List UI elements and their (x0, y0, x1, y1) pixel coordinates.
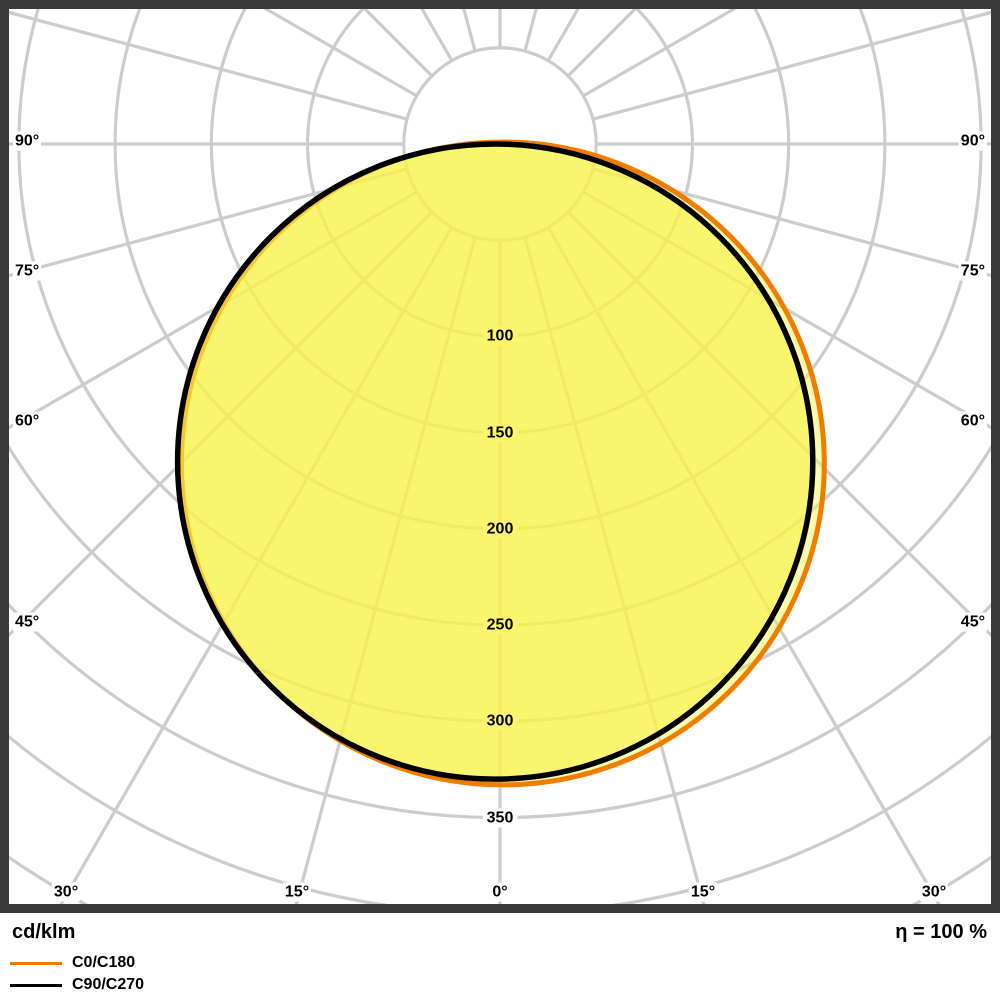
radial-tick-label-300: 300 (482, 711, 518, 731)
polar-chart-svg (0, 0, 1000, 913)
angle-label-left-75: 75° (13, 261, 42, 281)
c90-c270-curve (174, 141, 816, 782)
legend-line-c0-c180-icon (10, 961, 62, 965)
angle-label-bottom-15-left: 15° (282, 882, 312, 902)
legend-item-c0-c180: C0/C180 (10, 954, 135, 972)
angle-label-right-90: 90° (958, 131, 987, 151)
angle-label-right-45: 45° (958, 612, 987, 632)
legend-label-c0-c180: C0/C180 (72, 954, 136, 971)
radial-tick-label-150: 150 (482, 423, 518, 443)
unit-label: cd/klm (12, 921, 76, 943)
radial-tick-label-250: 250 (482, 615, 518, 635)
efficiency-label: η = 100 % (895, 921, 987, 943)
angle-label-bottom-15-right: 15° (688, 882, 718, 902)
radial-tick-label-350: 350 (482, 808, 518, 828)
angle-label-left-45: 45° (13, 612, 42, 632)
angle-label-right-75: 75° (958, 261, 987, 281)
legend-line-c90-c270-icon (10, 983, 62, 987)
angle-label-bottom-30-left: 30° (51, 882, 81, 902)
angle-label-left-90: 90° (13, 131, 42, 151)
legend-label-c90-c270: C90/C270 (72, 976, 145, 993)
radial-tick-label-200: 200 (482, 519, 518, 539)
radial-tick-label-100: 100 (482, 326, 518, 346)
angle-label-bottom-0: 0° (490, 882, 510, 902)
intensity-curves (174, 139, 827, 788)
legend-item-c90-c270: C90/C270 (10, 976, 144, 994)
angle-label-left-60: 60° (13, 411, 42, 431)
plot-frame (0, 0, 1000, 913)
angle-label-bottom-30-right: 30° (919, 882, 949, 902)
angle-label-right-60: 60° (958, 411, 987, 431)
